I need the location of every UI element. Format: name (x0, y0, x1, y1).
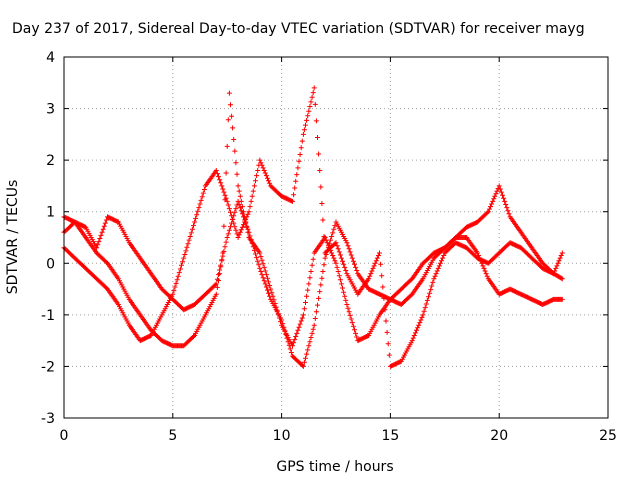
y-tick-label: 3 (46, 102, 55, 118)
chart-title: Day 237 of 2017, Sidereal Day-to-day VTE… (12, 21, 585, 37)
x-tick-label: 25 (599, 428, 617, 444)
data-points (61, 85, 565, 369)
series-points (61, 198, 565, 369)
series-track-a (61, 90, 565, 349)
series-points (61, 85, 565, 369)
y-tick-label: -1 (41, 308, 55, 324)
x-axis-label: GPS time / hours (276, 459, 393, 475)
series-points (61, 90, 565, 349)
x-tick-label: 20 (490, 428, 508, 444)
series-track-c (61, 85, 565, 369)
plot-frame (63, 56, 609, 419)
x-tick-label: 15 (381, 428, 399, 444)
y-tick-label: 4 (46, 50, 55, 66)
y-tick-label: -3 (41, 411, 55, 427)
x-tick-label: 5 (168, 428, 177, 444)
y-tick-label: 0 (46, 256, 55, 272)
y-tick-label: 2 (46, 153, 55, 169)
y-tick-label: -2 (41, 359, 55, 375)
y-tick-label: 1 (46, 205, 55, 221)
x-tick-label: 0 (60, 428, 69, 444)
series-track-b (61, 198, 565, 369)
x-tick-label: 10 (273, 428, 291, 444)
y-axis-label: SDTVAR / TECUs (5, 180, 21, 295)
